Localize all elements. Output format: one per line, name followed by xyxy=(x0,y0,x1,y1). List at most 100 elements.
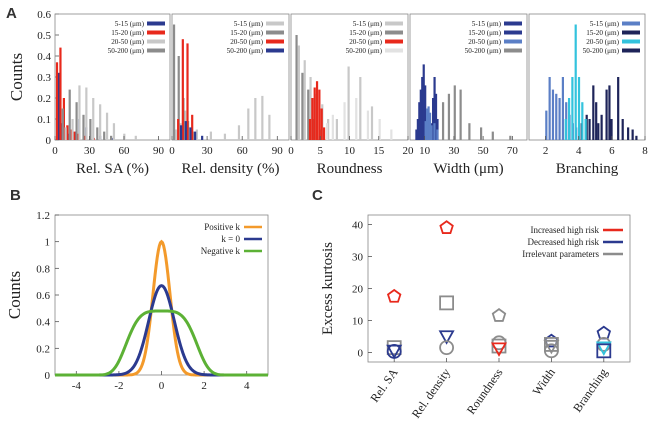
histogram-bar xyxy=(430,125,433,140)
histogram-bar xyxy=(441,102,445,140)
histogram-bar xyxy=(416,119,419,140)
histogram-bar xyxy=(491,131,494,140)
histogram-bar xyxy=(415,129,418,140)
histogram-bar xyxy=(105,112,109,140)
histogram-bar xyxy=(55,62,59,140)
panel-c-category-label: Branching xyxy=(570,366,610,415)
panel-c-category-label: Roundness xyxy=(464,365,506,416)
panel-b-ytick-label: 1 xyxy=(45,237,51,249)
histogram-bar xyxy=(189,127,192,140)
histogram-bar xyxy=(237,125,241,140)
legend-swatch xyxy=(622,48,640,53)
panel-a-xtick-label: 30 xyxy=(448,145,460,157)
panel-b-ytick-label: 0 xyxy=(45,370,51,382)
histogram-bar xyxy=(597,123,600,140)
panel-a-ylabel: Counts xyxy=(7,53,26,101)
legend-entry-label: 15-20 (μm) xyxy=(349,29,382,37)
panel-a-ytick-label: 0.6 xyxy=(37,9,51,21)
legend-entry-label: 50-200 (μm) xyxy=(108,47,145,55)
panel-c-ytick-label: 10 xyxy=(352,315,364,327)
panel-a-subplot-frame xyxy=(171,13,290,141)
legend-entry-label: 20-50 (μm) xyxy=(230,38,263,46)
legend-swatch xyxy=(266,48,284,53)
histogram-bar xyxy=(327,119,330,140)
marker-circle xyxy=(439,340,455,356)
panel-b-xtick-label: -2 xyxy=(114,380,123,392)
histogram-bar xyxy=(85,87,88,140)
histogram-bar xyxy=(605,89,608,140)
histogram-bar xyxy=(588,119,591,140)
panel-a-ytick-label: 0.4 xyxy=(37,51,51,63)
histogram-bar xyxy=(424,85,427,140)
histogram-bar xyxy=(610,119,613,140)
panel-c-ytick-label: 20 xyxy=(352,284,364,296)
histogram-bar xyxy=(177,119,180,140)
histogram-bar xyxy=(545,110,548,140)
histogram-bar xyxy=(459,89,462,140)
legend-entry-label: 5-15 (μm) xyxy=(115,20,145,28)
histogram-bar xyxy=(555,93,558,140)
panel-c-category-label: Rel. SA xyxy=(367,365,400,404)
panel-a-xtick-label: 30 xyxy=(84,145,96,157)
panel-a-xlabel: Branching xyxy=(556,161,619,177)
marker-square xyxy=(439,295,455,311)
marker-square xyxy=(596,343,612,359)
marker-pentagon xyxy=(491,308,507,322)
histogram-bar xyxy=(89,119,92,140)
histogram-bar xyxy=(99,104,102,140)
panel-letter-b: B xyxy=(10,187,21,204)
marker-triangle-down xyxy=(595,341,612,356)
legend-entry-label: 50-200 (μm) xyxy=(583,47,620,55)
marker-pentagon xyxy=(596,325,612,340)
histogram-bar xyxy=(57,72,60,140)
panel-a-legend: 5-15 (μm)15-20 (μm)20-50 (μm)50-200 (μm) xyxy=(583,20,640,55)
histogram-bar xyxy=(110,135,113,140)
histogram-bar xyxy=(595,102,598,140)
panel-a-subplot-2: 0 5 10 15 20 Roundness 5-15 (μm)15-20 (μm)20-5… xyxy=(288,13,414,177)
legend-swatch xyxy=(622,21,640,26)
histogram-bar xyxy=(66,125,69,140)
panel-b-xtick-label: 0 xyxy=(159,380,165,392)
histogram-bar xyxy=(309,77,312,140)
panel-a-xtick-label: 0 xyxy=(169,145,175,157)
histogram-bar xyxy=(422,64,425,140)
histogram-bar xyxy=(195,129,198,140)
panel-a-legend: 5-15 (μm)15-20 (μm)20-50 (μm)50-200 (μm) xyxy=(108,20,165,55)
legend-entry-label: k = 0 xyxy=(221,234,240,244)
panel-c-ytick-label: 30 xyxy=(352,252,364,264)
histogram-bar xyxy=(78,85,81,140)
panel-a-xtick-label: 6 xyxy=(609,145,615,157)
legend-swatch xyxy=(147,30,165,35)
histogram-bar xyxy=(480,127,483,140)
histogram-bar xyxy=(172,24,176,140)
histogram-bar xyxy=(331,114,334,140)
histogram-bar xyxy=(179,125,183,140)
histogram-bar xyxy=(564,119,567,140)
panel-a-legend: 5-15 (μm)15-20 (μm)20-50 (μm)50-200 (μm) xyxy=(227,20,284,55)
marker-triangle-down xyxy=(543,339,560,355)
histogram-bar xyxy=(297,45,300,140)
histogram-bar xyxy=(320,108,323,140)
histogram-bar xyxy=(355,98,358,140)
histogram-bar xyxy=(174,129,177,140)
panel-a-xtick-label: 10 xyxy=(419,145,431,157)
legend-entry-label: 50-200 (μm) xyxy=(346,47,383,55)
panel-a-xtick-label: 15 xyxy=(373,145,385,157)
histogram-bar xyxy=(548,77,551,140)
panel-a-subplot-0: 0 30 60 90 Rel. SA (%) 5-15 (μm)15-20 (μm)20-… xyxy=(52,13,171,177)
legend-swatch xyxy=(266,21,284,26)
panel-a-subplot-1: 0 30 60 90 Rel. density (%) 5-15 (μm)15-20 (μ… xyxy=(169,13,290,177)
panel-a-ytick-label: 0 xyxy=(46,135,52,147)
panel-b-ylabel: Counts xyxy=(5,271,24,319)
histogram-bar xyxy=(378,119,381,140)
legend-swatch xyxy=(622,30,640,35)
histogram-bar xyxy=(112,123,116,140)
legend-swatch xyxy=(504,21,522,26)
histogram-bar xyxy=(584,119,587,140)
histogram-bar xyxy=(181,39,184,141)
legend-swatch xyxy=(147,21,165,26)
panel-a-xtick-label: 0 xyxy=(288,145,294,157)
panel-letter-c: C xyxy=(312,187,323,204)
legend-swatch xyxy=(266,30,284,35)
legend-swatch xyxy=(504,48,522,53)
